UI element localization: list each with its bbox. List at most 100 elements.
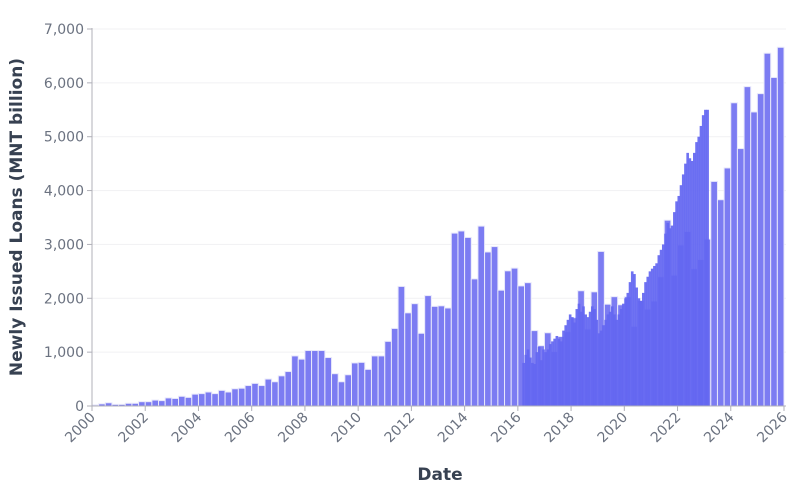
bar-monthly (604, 319, 607, 406)
bar-quarterly (191, 393, 199, 407)
bar-monthly (657, 255, 661, 406)
bar-monthly (524, 354, 528, 406)
bar-monthly (546, 349, 550, 406)
bar-quarterly (331, 373, 339, 407)
bar-quarterly (404, 312, 412, 407)
bar-monthly (628, 282, 632, 406)
bar-monthly (624, 298, 627, 406)
bar-quarterly (311, 350, 319, 407)
bar-quarterly (197, 393, 206, 407)
bar-quarterly (410, 303, 419, 407)
bar-quarterly (450, 232, 459, 407)
bar-quarterly (184, 396, 193, 407)
y-tick-label: 6,000 (44, 76, 84, 92)
bar-quarterly (257, 385, 266, 407)
bar-monthly (584, 314, 587, 406)
bar-monthly (593, 309, 596, 406)
bar-quarterly (237, 387, 246, 407)
bar-monthly (688, 158, 692, 406)
bar-monthly (553, 338, 556, 406)
y-tick-label: 1,000 (44, 345, 84, 361)
bar-quarterly (470, 278, 479, 407)
bar-monthly (564, 325, 568, 406)
bar-monthly (571, 317, 574, 406)
bar-monthly (579, 311, 583, 406)
bar-monthly (670, 225, 674, 406)
bar-monthly (619, 309, 623, 406)
bar-monthly (690, 160, 694, 406)
bar-monthly (653, 265, 656, 406)
bar-quarterly (144, 401, 153, 407)
bar-quarterly (171, 397, 180, 407)
bar-quarterly (397, 285, 406, 407)
bar-quarterly (437, 305, 446, 407)
bar-monthly (646, 276, 650, 406)
x-axis-ticks: 2000 2002 2004 2006 2008 2010 2012 2014 2016 2018… (62, 406, 791, 446)
bar-quarterly (291, 355, 299, 407)
bar-quarterly (351, 362, 359, 407)
bar-monthly (544, 352, 548, 406)
x-tick-label: 2020 (595, 410, 632, 447)
bar-monthly (615, 319, 619, 406)
bar-quarterly (204, 391, 213, 407)
bar-quarterly (743, 86, 752, 407)
bar-monthly (668, 228, 672, 406)
bar-monthly (608, 311, 612, 406)
bar-quarterly (770, 76, 778, 407)
bar-quarterly (211, 393, 219, 407)
x-tick-label: 2024 (701, 409, 738, 446)
bar-monthly (582, 306, 585, 406)
bar-quarterly (424, 295, 432, 407)
bar-monthly (655, 263, 658, 406)
bar-quarterly (417, 332, 426, 407)
bar-monthly (695, 142, 698, 406)
bar-monthly (613, 314, 616, 406)
bar-monthly (528, 357, 532, 406)
bar-monthly (637, 298, 641, 406)
bar-quarterly (297, 358, 306, 407)
bar-quarterly (264, 378, 273, 407)
bar-monthly (591, 306, 594, 406)
bar-monthly (540, 360, 543, 406)
x-tick-label: 2012 (382, 410, 419, 447)
gridlines (92, 28, 786, 353)
bar-quarterly (430, 305, 439, 407)
bar-monthly (537, 346, 541, 406)
bar-monthly (595, 319, 599, 406)
bar-monthly (573, 322, 576, 406)
x-tick-label: 2026 (754, 409, 791, 446)
bar-monthly (531, 362, 534, 406)
bar-quarterly (337, 381, 346, 407)
bar-quarterly (723, 167, 732, 407)
bar-quarterly (370, 355, 379, 407)
bar-monthly (548, 344, 552, 406)
bar-monthly (602, 325, 605, 406)
bar-quarterly (730, 102, 738, 407)
y-tick-label: 5,000 (44, 130, 84, 146)
x-tick-label: 2022 (648, 410, 685, 447)
bar-quarterly (457, 230, 466, 407)
bar-monthly (684, 163, 687, 406)
bar-monthly (650, 268, 654, 406)
bar-monthly (542, 349, 545, 406)
bar-quarterly (497, 289, 506, 407)
bar-quarterly (164, 397, 173, 407)
bar-quarterly (377, 355, 386, 407)
bar-quarterly (317, 350, 326, 407)
bar-monthly (559, 341, 563, 406)
bar-monthly (648, 271, 652, 406)
bar-quarterly (304, 350, 313, 407)
bar-quarterly (151, 399, 160, 407)
bar-monthly (562, 330, 565, 406)
bar-monthly (533, 363, 536, 406)
bar-monthly (659, 249, 663, 406)
bar-quarterly (763, 52, 772, 407)
x-tick-label: 2006 (222, 409, 259, 446)
x-tick-label: 2008 (275, 410, 312, 447)
bar-monthly (635, 287, 638, 406)
bar-monthly (642, 292, 645, 406)
bar-quarterly (504, 270, 512, 407)
bar-quarterly (138, 401, 146, 407)
y-axis-title: Newly Issued Loans (MNT billion) (7, 58, 27, 376)
